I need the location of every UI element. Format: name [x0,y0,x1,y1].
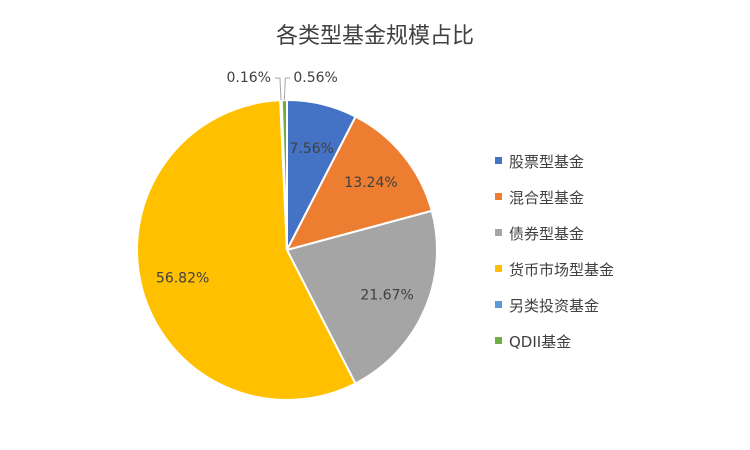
leader-line-5 [274,77,282,101]
pie-slices [136,98,438,401]
legend-swatch-6 [495,337,502,344]
legend-label-1: 股票型基金 [509,153,584,171]
legend-label-3: 债券型基金 [509,225,584,243]
data-label-4: 56.82% [156,271,209,287]
legend-label-6: QDII基金 [509,333,571,351]
chart-title: 各类型基金规模占比 [276,24,474,49]
legend-label-2: 混合型基金 [509,189,584,207]
data-label-5: 0.16% [226,70,270,86]
legend-swatch-1 [495,157,502,164]
legend-swatch-5 [495,301,502,308]
data-label-3: 21.67% [360,287,413,303]
pie-slice-2 [285,115,434,252]
legend-swatch-4 [495,265,502,272]
data-label-2: 13.24% [344,175,397,191]
leader-lines [274,77,291,101]
legend-label-5: 另类投资基金 [509,297,599,315]
pie-slice-6 [280,98,288,251]
data-label-1: 7.56% [289,141,333,157]
legend-swatch-3 [495,229,502,236]
legend-label-4: 货币市场型基金 [509,261,614,279]
data-labels: 7.56% 13.24% 21.67% 56.82% 0.16% 0.56% [156,70,414,303]
leader-line-6 [283,77,291,101]
data-label-6: 0.56% [293,70,337,86]
pie-slice-3 [285,209,438,385]
pie-slice-4 [136,99,357,401]
legend-swatch-2 [495,193,502,200]
